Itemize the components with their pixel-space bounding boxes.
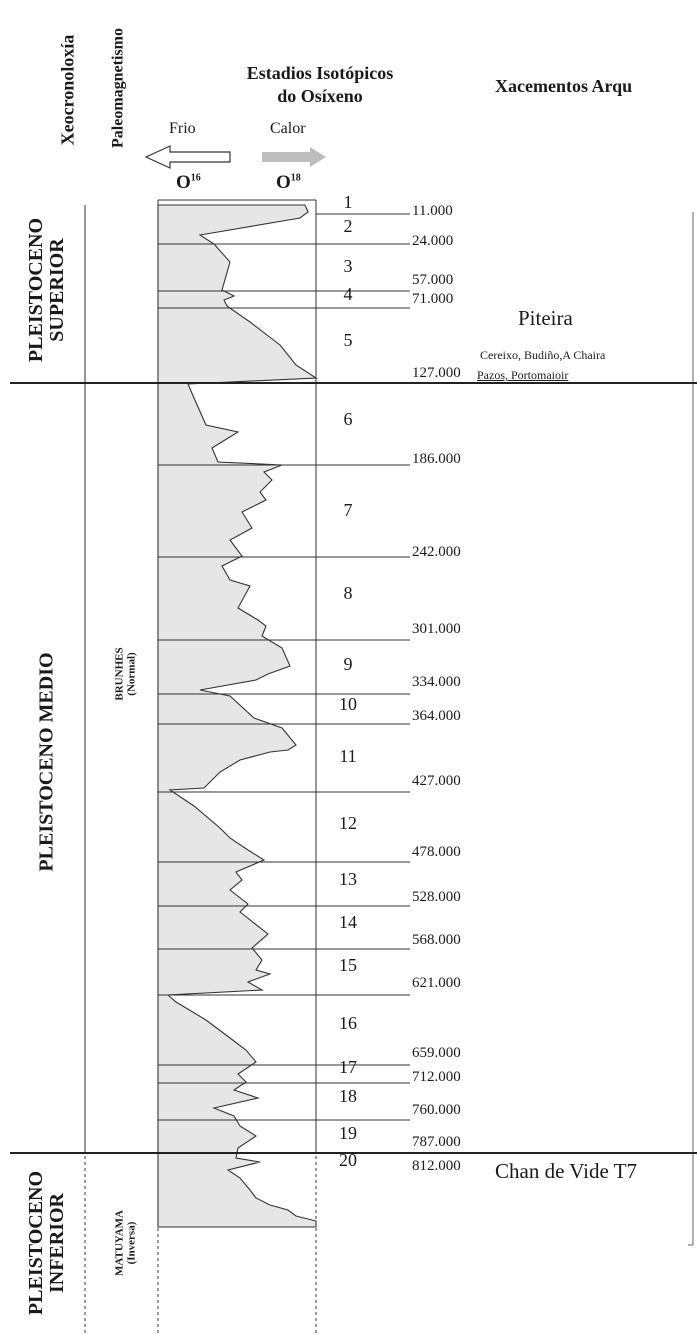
stage-age-17: 712.000 bbox=[412, 1069, 461, 1085]
stage-age-11: 427.000 bbox=[412, 773, 461, 789]
warm-label: Calor bbox=[270, 120, 306, 137]
stage-number-18: 18 bbox=[339, 1086, 357, 1106]
epoch-upper-line2: SUPERIOR bbox=[46, 238, 68, 342]
site-pazos: Pazos, Portomaioir bbox=[477, 368, 569, 382]
stage-number-19: 19 bbox=[339, 1123, 357, 1143]
stage-number-3: 3 bbox=[344, 256, 353, 276]
chron-brunhes-name: BRUNHES bbox=[113, 647, 126, 701]
epoch-upper-line1: PLEISTOCENO bbox=[25, 217, 47, 363]
stage-number-12: 12 bbox=[339, 813, 357, 833]
stage-age-1: 11.000 bbox=[412, 203, 453, 219]
o18-letter: O bbox=[276, 172, 291, 193]
warm-arrow-icon bbox=[262, 147, 326, 167]
isotope-title-line2: do Osíxeno bbox=[277, 86, 363, 106]
stage-number-13: 13 bbox=[339, 869, 357, 889]
epoch-middle-pleistocene: PLEISTOCENO MEDIO bbox=[35, 652, 58, 872]
stage-age-19: 787.000 bbox=[412, 1134, 461, 1150]
chron-matuyama-polarity: (Inversa) bbox=[125, 1221, 137, 1265]
stage-number-10: 10 bbox=[339, 694, 357, 714]
epoch-lower-line2: INFERIOR bbox=[46, 1193, 68, 1294]
stage-age-6: 186.000 bbox=[412, 451, 461, 467]
stage-age-2: 24.000 bbox=[412, 233, 453, 249]
archaeological-sites-header: Xacementos Arqu bbox=[495, 76, 633, 96]
epoch-lower-pleistocene: PLEISTOCENO INFERIOR bbox=[25, 1170, 68, 1316]
chron-matuyama-name: MATUYAMA bbox=[113, 1210, 126, 1276]
stage-age-13: 528.000 bbox=[412, 889, 461, 905]
stage-age-5: 127.000 bbox=[412, 365, 461, 381]
chron-brunhes: BRUNHES (Normal) bbox=[113, 647, 137, 701]
o18-sup: 18 bbox=[290, 172, 301, 184]
stage-age-8: 301.000 bbox=[412, 621, 461, 637]
o16-sup: 16 bbox=[190, 172, 201, 184]
isotope-curve bbox=[157, 204, 318, 1228]
o16-letter: O bbox=[176, 172, 191, 193]
stage-age-4: 71.000 bbox=[412, 291, 453, 307]
stage-age-7: 242.000 bbox=[412, 544, 461, 560]
stage-number-2: 2 bbox=[344, 216, 353, 236]
stage-number-7: 7 bbox=[344, 500, 353, 520]
stage-age-3: 57.000 bbox=[412, 272, 453, 288]
stage-age-12: 478.000 bbox=[412, 844, 461, 860]
stage-number-5: 5 bbox=[344, 330, 353, 350]
chron-brunhes-polarity: (Normal) bbox=[125, 652, 137, 696]
cold-label: Frio bbox=[169, 120, 196, 137]
stage-age-14: 568.000 bbox=[412, 932, 461, 948]
stage-number-6: 6 bbox=[344, 409, 353, 429]
stage-number-1: 1 bbox=[344, 192, 353, 212]
isotope-stages-title: Estadios Isotópicos do Osíxeno bbox=[225, 62, 415, 108]
stage-boundaries bbox=[158, 213, 410, 1121]
stage-number-8: 8 bbox=[344, 583, 353, 603]
o18-label: O18 bbox=[276, 172, 301, 194]
site-piteira: Piteira bbox=[518, 306, 573, 330]
stage-age-9: 334.000 bbox=[412, 674, 461, 690]
site-cereixo: Cereixo, Budiño,A Chaira bbox=[480, 348, 606, 362]
epoch-upper-pleistocene: PLEISTOCENO SUPERIOR bbox=[25, 217, 68, 363]
stage-age-20: 812.000 bbox=[412, 1158, 461, 1174]
site-chan-de-vide: Chan de Vide T7 bbox=[495, 1159, 638, 1183]
stage-age-10: 364.000 bbox=[412, 708, 461, 724]
epoch-middle-line1: PLEISTOCENO MEDIO bbox=[35, 652, 58, 872]
stage-number-9: 9 bbox=[344, 654, 353, 674]
stage-number-15: 15 bbox=[339, 955, 357, 975]
stage-number-11: 11 bbox=[339, 746, 356, 766]
epoch-lower-line1: PLEISTOCENO bbox=[25, 1170, 47, 1316]
isotope-title-line1: Estadios Isotópicos bbox=[246, 63, 394, 83]
stage-age-15: 621.000 bbox=[412, 975, 461, 991]
stage-number-4: 4 bbox=[344, 284, 353, 304]
stage-age-16: 659.000 bbox=[412, 1045, 461, 1061]
stage-number-20: 20 bbox=[339, 1150, 357, 1170]
stage-number-14: 14 bbox=[339, 912, 357, 932]
chron-matuyama: MATUYAMA (Inversa) bbox=[113, 1210, 137, 1276]
stage-number-16: 16 bbox=[339, 1013, 357, 1033]
stage-number-17: 17 bbox=[339, 1057, 357, 1077]
stage-age-18: 760.000 bbox=[412, 1102, 461, 1118]
cold-arrow-icon bbox=[144, 145, 231, 169]
o16-label: O16 bbox=[176, 172, 201, 194]
